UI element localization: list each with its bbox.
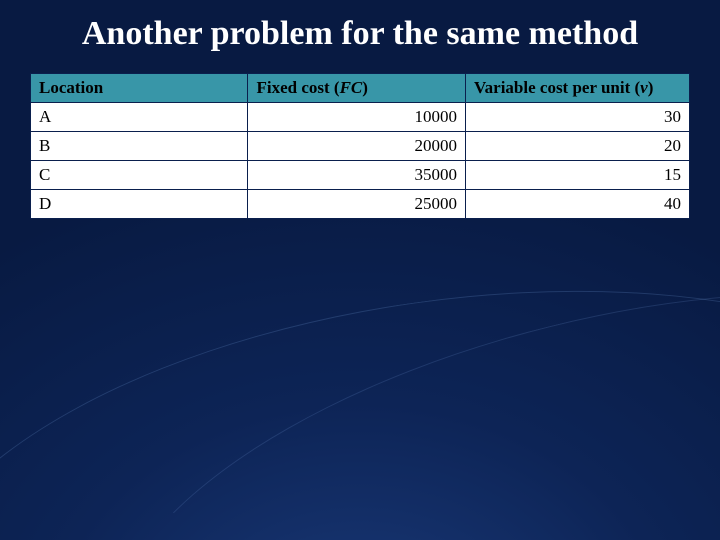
- cell-fixed-cost: 25000: [248, 190, 465, 219]
- cell-fixed-cost: 20000: [248, 132, 465, 161]
- cell-location: B: [31, 132, 248, 161]
- col-header-variable-cost: Variable cost per unit (v): [465, 74, 689, 103]
- decorative-swoosh-2: [64, 205, 720, 540]
- cell-location: A: [31, 103, 248, 132]
- decorative-swoosh-1: [0, 226, 720, 540]
- cell-location: C: [31, 161, 248, 190]
- col-header-fixed-cost: Fixed cost (FC): [248, 74, 465, 103]
- cell-fixed-cost: 10000: [248, 103, 465, 132]
- cell-variable-cost: 40: [465, 190, 689, 219]
- table-row: A 10000 30: [31, 103, 690, 132]
- table-row: C 35000 15: [31, 161, 690, 190]
- table-header-row: Location Fixed cost (FC) Variable cost p…: [31, 74, 690, 103]
- col-header-location: Location: [31, 74, 248, 103]
- cell-variable-cost: 15: [465, 161, 689, 190]
- cost-table: Location Fixed cost (FC) Variable cost p…: [30, 73, 690, 219]
- cell-variable-cost: 20: [465, 132, 689, 161]
- cell-location: D: [31, 190, 248, 219]
- table-body: A 10000 30 B 20000 20 C 35000 15 D 25000…: [31, 103, 690, 219]
- cell-fixed-cost: 35000: [248, 161, 465, 190]
- table-row: D 25000 40: [31, 190, 690, 219]
- cell-variable-cost: 30: [465, 103, 689, 132]
- slide-title: Another problem for the same method: [0, 0, 720, 59]
- table-row: B 20000 20: [31, 132, 690, 161]
- cost-table-container: Location Fixed cost (FC) Variable cost p…: [30, 73, 690, 219]
